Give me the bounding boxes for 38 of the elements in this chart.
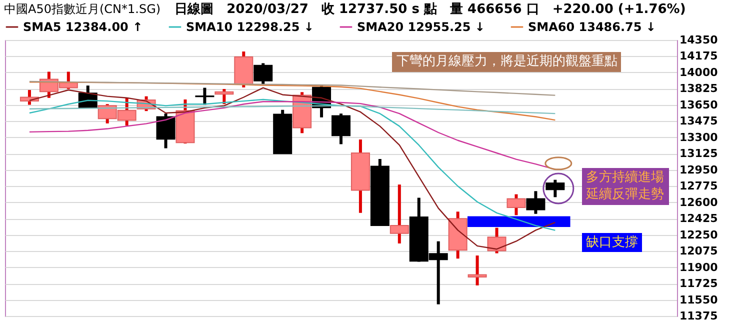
candlestick xyxy=(332,114,350,144)
candlestick xyxy=(156,114,176,148)
legend-label: SMA10 12298.25 ↓ xyxy=(186,20,314,34)
y-tick-label: 13825 xyxy=(680,82,718,96)
candlestick xyxy=(195,88,214,105)
y-tick-label: 11550 xyxy=(680,293,718,306)
y-tick-label: 12250 xyxy=(680,228,718,242)
legend-label: SMA20 12955.25 ↓ xyxy=(357,20,485,34)
y-tick-label: 14350 xyxy=(680,34,718,46)
candlestick xyxy=(390,184,409,244)
band-label: 缺口支撐 xyxy=(582,232,642,252)
legend-label: SMA5 12384.00 ↑ xyxy=(23,20,143,34)
candlestick xyxy=(487,228,506,254)
y-tick-label: 12775 xyxy=(680,180,718,193)
y-tick-label: 12425 xyxy=(680,212,718,226)
candlestick xyxy=(526,191,546,214)
candlestick xyxy=(468,256,487,286)
candlestick xyxy=(214,88,234,104)
chart-title: 中國A50指數近月(CN*1.SG) xyxy=(4,2,161,16)
y-tick-label: 13650 xyxy=(680,98,718,112)
y-tick-label: 12075 xyxy=(680,244,718,258)
legend-label: SMA60 13486.75 ↓ xyxy=(528,20,656,34)
y-tick-label: 11375 xyxy=(680,310,718,322)
y-tick-label: 14175 xyxy=(680,50,718,63)
candlestick xyxy=(546,180,565,198)
y-tick-label: 11900 xyxy=(680,260,718,274)
y-tick-label: 11725 xyxy=(680,277,718,290)
chart-subtitle: 日線圖 2020/03/27 收 12737.50 s 點 量 466656 口 +220.00 (+1.76%) xyxy=(174,2,686,17)
y-tick-label: 12600 xyxy=(680,196,718,209)
annotation: 下彎的月線壓力，將是近期的觀盤重點 xyxy=(392,52,622,72)
y-tick-label: 13125 xyxy=(680,147,718,160)
y-tick-label: 14000 xyxy=(680,66,718,79)
y-tick-label: 12950 xyxy=(680,163,718,176)
candlestick xyxy=(506,194,526,216)
text: 多方持續進場延續反彈走勢 xyxy=(582,168,670,205)
candlestick xyxy=(254,63,273,84)
y-tick-label: 13300 xyxy=(680,130,718,144)
y-tick-label: 13475 xyxy=(680,114,718,128)
